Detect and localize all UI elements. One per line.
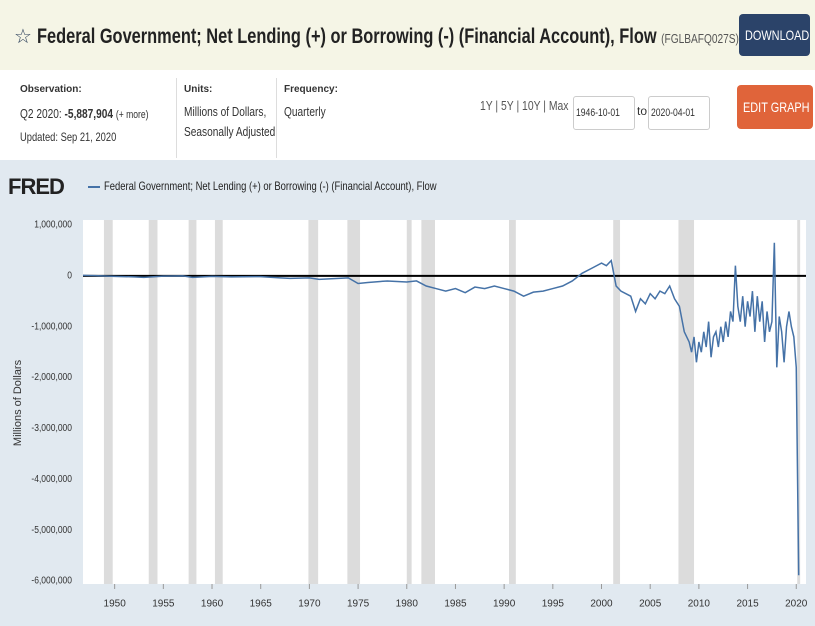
y-tick-label: -1,000,000: [31, 321, 72, 332]
recession-band: [347, 220, 361, 584]
series-line: [82, 242, 800, 576]
x-tick-label: 2000: [590, 599, 613, 610]
label: Units:: [184, 84, 213, 95]
recession-band: [308, 220, 319, 584]
star[interactable]: ☆: [14, 26, 32, 48]
range-button[interactable]: 5Y: [501, 98, 514, 113]
recession-band: [103, 220, 113, 584]
x-tick-label: 1955: [152, 599, 175, 610]
units: Seasonally Adjusted: [184, 124, 276, 139]
fred-logo: FRED: [8, 174, 64, 199]
label: Observation:: [20, 84, 82, 95]
range-button[interactable]: Max: [548, 98, 569, 113]
x-tick-label: 1960: [201, 599, 224, 610]
series-id: (FGLBAFQ027S): [661, 31, 739, 46]
x-tick-label: 1970: [298, 599, 321, 610]
separator: |: [513, 98, 523, 113]
recession-band: [509, 220, 516, 584]
y-tick-label: -4,000,000: [31, 473, 72, 484]
recession-band: [613, 220, 621, 584]
x-tick-label: 1950: [104, 599, 127, 610]
download-button[interactable]: DOWNLOAD: [739, 14, 810, 56]
x-tick-label: 2010: [688, 599, 711, 610]
separator: |: [540, 98, 549, 113]
edit-label: EDIT GRAPH: [743, 99, 810, 115]
y-tick-label: 0: [67, 270, 72, 281]
divider: [276, 78, 277, 158]
download-label: DOWNLOAD: [745, 27, 810, 43]
x-tick-label: 1980: [396, 599, 419, 610]
units: Millions of Dollars,: [184, 104, 267, 119]
x-tick-label: 2020: [785, 599, 808, 610]
recession-band: [406, 220, 412, 584]
end-date[interactable]: 2020-04-01: [648, 96, 710, 130]
separator: |: [492, 98, 502, 113]
range-button[interactable]: 1Y: [480, 98, 493, 113]
to-label: to: [637, 104, 648, 118]
chart: FRED Federal Government; Net Lending (+)…: [0, 160, 815, 626]
y-tick-label: -2,000,000: [31, 372, 72, 383]
y-tick-label: -6,000,000: [31, 575, 72, 586]
y-tick-label: -5,000,000: [31, 524, 72, 535]
legend-label: Federal Government; Net Lending (+) or B…: [104, 180, 437, 193]
x-tick-label: 1965: [250, 599, 273, 610]
recession-band: [148, 220, 158, 584]
recession-band: [678, 220, 695, 584]
header: ☆ Federal Government; Net Lending (+) or…: [0, 0, 815, 70]
x-tick-label: 2015: [736, 599, 759, 610]
range-button[interactable]: 10Y: [522, 98, 541, 113]
x-tick-label: 1990: [493, 599, 516, 610]
label: Frequency:: [284, 84, 338, 95]
y-axis-label: Millions of Dollars: [12, 359, 24, 446]
x-tick-label: 1985: [444, 599, 467, 610]
updated: Updated: Sep 21, 2020: [20, 130, 117, 144]
obs-period: Q2 2020:: [20, 106, 62, 121]
edit-graph-button[interactable]: EDIT GRAPH ⚙: [737, 85, 815, 129]
more-link[interactable]: (+ more): [115, 109, 149, 121]
y-tick-label: 1,000,000: [34, 219, 72, 230]
start-date[interactable]: 1946-10-01: [573, 96, 635, 130]
divider: [176, 78, 177, 158]
info-bar: Observation: Q2 2020: -5,887,904 (+ more…: [0, 70, 815, 160]
recession-band: [797, 220, 801, 584]
recession-band: [421, 220, 436, 584]
date-text: 1946-10-01: [575, 107, 620, 119]
recession-band: [214, 220, 223, 584]
date-text: 2020-04-01: [650, 107, 695, 119]
x-tick-label: 2005: [639, 599, 662, 610]
title-text: Federal Government; Net Lending (+) or B…: [37, 25, 657, 48]
obs-value: -5,887,904: [64, 106, 114, 121]
range-buttons: 1Y | 5Y | 10Y | Max: [480, 98, 569, 113]
x-tick-label: 1995: [542, 599, 565, 610]
recession-band: [188, 220, 197, 584]
frequency: Quarterly: [284, 104, 326, 119]
y-tick-label: -3,000,000: [31, 422, 72, 433]
x-tick-label: 1975: [347, 599, 370, 610]
title: Federal Government; Net Lending (+) or B…: [37, 25, 815, 49]
